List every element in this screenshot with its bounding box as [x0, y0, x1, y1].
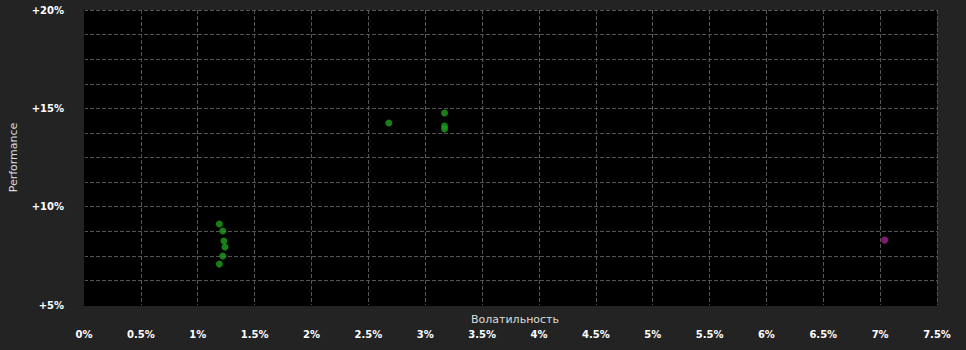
svg-text:7%: 7% [872, 329, 889, 340]
svg-text:+10%: +10% [32, 201, 64, 212]
svg-text:3.5%: 3.5% [468, 329, 496, 340]
svg-text:2%: 2% [303, 329, 320, 340]
svg-text:0.5%: 0.5% [127, 329, 155, 340]
svg-text:2.5%: 2.5% [354, 329, 382, 340]
svg-text:Волатильность: Волатильность [471, 313, 559, 326]
svg-text:4.5%: 4.5% [582, 329, 610, 340]
svg-text:7.5%: 7.5% [923, 329, 951, 340]
svg-text:+5%: +5% [39, 300, 64, 311]
svg-text:5%: 5% [644, 329, 661, 340]
svg-text:6%: 6% [758, 329, 775, 340]
svg-text:Performance: Performance [7, 122, 20, 192]
svg-text:1%: 1% [189, 329, 206, 340]
svg-text:1.5%: 1.5% [241, 329, 269, 340]
svg-text:0%: 0% [76, 329, 93, 340]
svg-text:5.5%: 5.5% [696, 329, 724, 340]
svg-text:4%: 4% [530, 329, 547, 340]
svg-text:3%: 3% [417, 329, 434, 340]
svg-text:+15%: +15% [32, 103, 64, 114]
svg-text:6.5%: 6.5% [809, 329, 837, 340]
svg-text:+20%: +20% [32, 5, 64, 16]
